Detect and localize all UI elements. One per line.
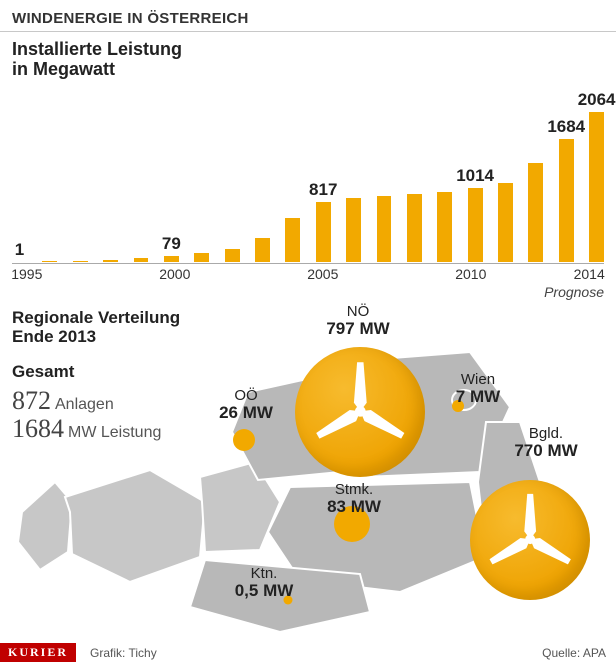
footer: KURIER Grafik: Tichy Quelle: APA <box>0 642 616 662</box>
kurier-logo: KURIER <box>0 643 76 662</box>
region-tirol <box>65 470 205 582</box>
turbine-blades-icon <box>295 347 425 477</box>
bar-2012 <box>528 163 543 261</box>
header: WINDENERGIE IN ÖSTERREICH <box>0 0 616 32</box>
bar-2005: 817 <box>316 202 331 261</box>
source: Quelle: APA <box>542 646 606 660</box>
bar-2007 <box>377 196 392 261</box>
region-label-ooe: OÖ26 MW <box>219 388 273 423</box>
bar-2003 <box>255 238 270 262</box>
header-title: WINDENERGIE IN ÖSTERREICH <box>12 10 604 27</box>
region-label-stmk: Stmk.83 MW <box>327 482 381 517</box>
bar-label-2000: 79 <box>162 234 181 254</box>
bar-label-2010: 1014 <box>456 166 494 186</box>
lower-section: Regionale Verteilung Ende 2013 Gesamt 87… <box>0 302 616 662</box>
region-label-bgld: Bgld.770 MW <box>514 426 577 461</box>
x-label-2014: 2014 <box>574 266 605 282</box>
turbine-ooe <box>233 429 255 451</box>
bar-2002 <box>225 249 240 262</box>
bar-2011 <box>498 183 513 262</box>
x-label-1995: 1995 <box>11 266 42 282</box>
x-label-2000: 2000 <box>159 266 190 282</box>
region-label-wien: Wien7 MW <box>456 372 500 407</box>
region-label-noe: NÖ797 MW <box>326 304 389 339</box>
bar-2008 <box>407 194 422 262</box>
x-label-2010: 2010 <box>455 266 486 282</box>
bar-label-2005: 817 <box>309 180 337 200</box>
region-label-ktn: Ktn.0,5 MW <box>235 566 294 601</box>
region-vbg <box>18 482 72 570</box>
bar-2014: 2064 <box>589 112 604 262</box>
credit: Grafik: Tichy <box>90 646 157 660</box>
bar-1998 <box>103 260 118 262</box>
turbine-blades-icon <box>470 480 590 600</box>
bar-2001 <box>194 253 209 262</box>
x-label-2005: 2005 <box>307 266 338 282</box>
bar-2010: 1014 <box>468 188 483 262</box>
prognose-label: Prognose <box>544 284 604 300</box>
bar-label-2014: 2064 <box>578 90 616 110</box>
bar-label-2013: 1684 <box>547 117 585 137</box>
subtitle-line2: in Megawatt <box>12 59 115 79</box>
turbine-bgld <box>470 480 590 600</box>
bar-2000: 79 <box>164 256 179 262</box>
bar-2013: 1684 <box>559 139 574 261</box>
bar-2006 <box>346 198 361 261</box>
chart-subtitle: Installierte Leistung in Megawatt <box>0 32 616 80</box>
bar-chart: 179817101416842064 19952000200520102014 … <box>12 84 604 284</box>
bar-1999 <box>134 258 149 261</box>
turbine-noe <box>295 347 425 477</box>
bar-label-1995: 1 <box>15 240 24 260</box>
bar-1997 <box>73 261 88 262</box>
bar-2009 <box>437 192 452 262</box>
bar-2004 <box>285 218 300 262</box>
subtitle-line1: Installierte Leistung <box>12 39 182 59</box>
